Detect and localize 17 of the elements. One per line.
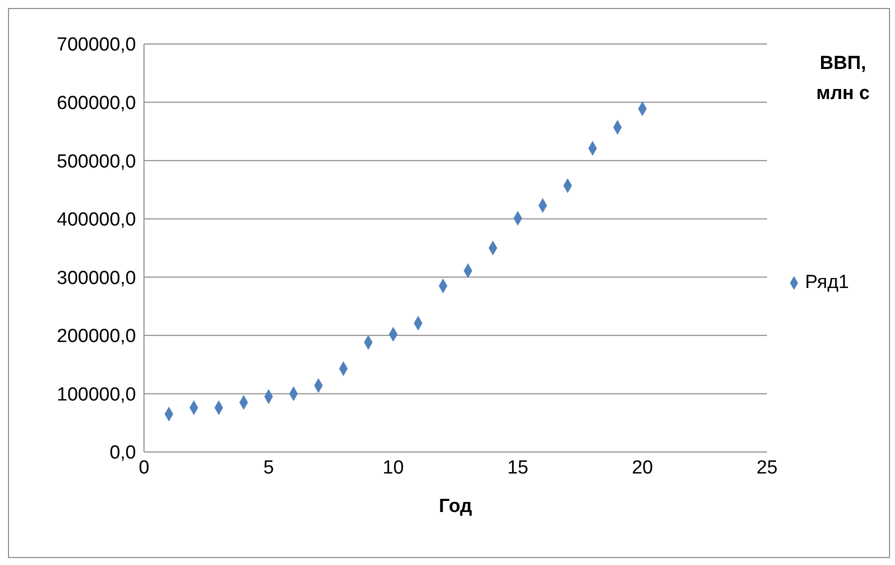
y-tick-label: 200000,0 bbox=[56, 326, 136, 348]
x-tick-label: 25 bbox=[756, 457, 778, 478]
y-tick-label: 300000,0 bbox=[56, 268, 136, 289]
legend-label: Ряд1 bbox=[805, 272, 849, 293]
y-axis-title: ВВП, млн с bbox=[815, 52, 871, 106]
x-tick-label: 0 bbox=[138, 457, 150, 478]
y-tick-label: 100000,0 bbox=[56, 384, 136, 406]
x-tick-label: 10 bbox=[382, 457, 404, 478]
x-tick-label: 5 bbox=[263, 457, 274, 478]
x-tick-label: 20 bbox=[632, 457, 653, 478]
y-tick-label: 700000,0 bbox=[56, 34, 136, 56]
x-tick-label: 15 bbox=[507, 457, 528, 478]
y-tick-label: 600000,0 bbox=[56, 93, 136, 114]
y-tick-label: 500000,0 bbox=[56, 151, 136, 172]
y-tick-label: 0,0 bbox=[110, 442, 136, 464]
y-tick-label: 400000,0 bbox=[56, 210, 136, 231]
x-axis-title: Год bbox=[438, 496, 472, 517]
